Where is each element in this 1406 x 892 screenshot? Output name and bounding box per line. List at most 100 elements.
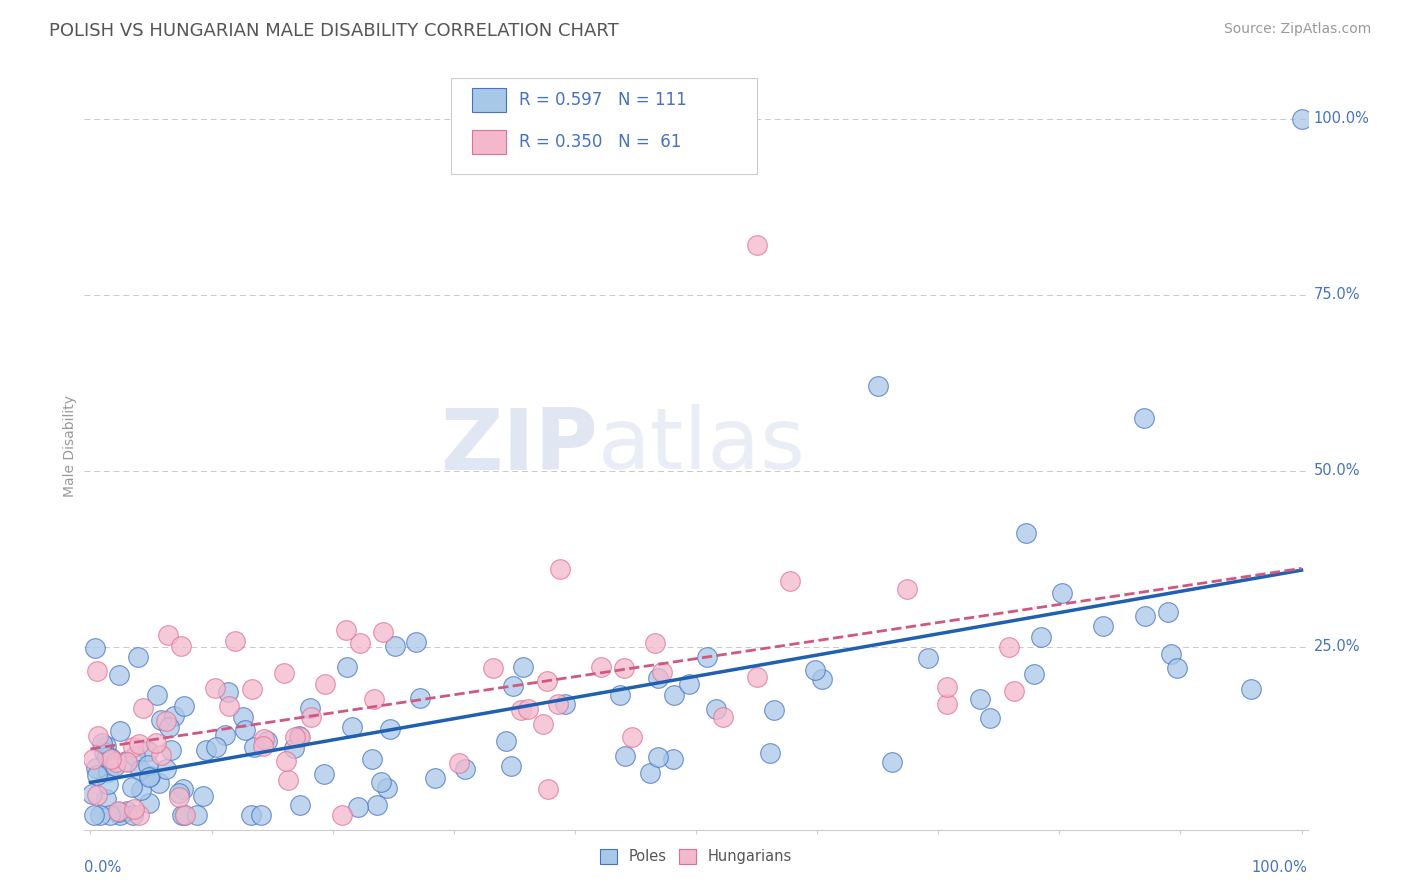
- Point: [447, 756, 470, 770]
- Point: [759, 747, 782, 761]
- Point: [138, 797, 160, 811]
- Point: [108, 808, 131, 822]
- Point: [1092, 619, 1115, 633]
- Point: [342, 721, 364, 735]
- Point: [482, 661, 505, 675]
- Point: [290, 731, 312, 745]
- Point: [172, 782, 194, 797]
- Point: [160, 743, 183, 757]
- Point: [150, 713, 173, 727]
- Point: [1157, 605, 1180, 619]
- Point: [277, 773, 299, 788]
- Point: [249, 808, 271, 822]
- Point: [131, 701, 153, 715]
- Text: 100.0%: 100.0%: [1313, 112, 1369, 127]
- Point: [647, 671, 669, 685]
- Point: [145, 736, 167, 750]
- Point: [502, 679, 524, 693]
- Point: [117, 755, 139, 769]
- Point: [122, 739, 145, 754]
- Point: [115, 804, 138, 818]
- Point: [1022, 666, 1045, 681]
- Point: [548, 561, 571, 575]
- Point: [167, 790, 190, 805]
- Text: R = 0.597   N = 111: R = 0.597 N = 111: [519, 91, 686, 109]
- Point: [172, 808, 194, 822]
- Point: [283, 741, 305, 756]
- Point: [745, 238, 768, 252]
- Point: [804, 663, 827, 677]
- Point: [591, 659, 613, 673]
- Point: [128, 737, 150, 751]
- Legend: Poles, Hungarians: Poles, Hungarians: [600, 849, 792, 864]
- Point: [273, 666, 295, 681]
- Point: [547, 697, 569, 711]
- Point: [375, 780, 398, 795]
- Point: [96, 750, 118, 764]
- Point: [704, 702, 727, 716]
- Point: [145, 689, 167, 703]
- Point: [1166, 660, 1188, 674]
- Point: [129, 782, 152, 797]
- Point: [157, 628, 180, 642]
- Text: 25.0%: 25.0%: [1313, 639, 1360, 654]
- Point: [169, 639, 191, 653]
- Point: [1052, 586, 1074, 600]
- Point: [360, 752, 382, 766]
- Point: [531, 717, 554, 731]
- Point: [167, 786, 190, 800]
- Point: [510, 703, 533, 717]
- Text: Source: ZipAtlas.com: Source: ZipAtlas.com: [1223, 22, 1371, 37]
- Point: [232, 710, 254, 724]
- Text: 50.0%: 50.0%: [1313, 463, 1360, 478]
- Point: [127, 650, 149, 665]
- Text: 0.0%: 0.0%: [84, 860, 121, 875]
- Point: [1133, 410, 1156, 425]
- Point: [1160, 647, 1182, 661]
- Point: [89, 808, 111, 822]
- Point: [370, 774, 392, 789]
- Point: [84, 762, 107, 776]
- Point: [205, 740, 228, 755]
- Point: [93, 745, 115, 759]
- Y-axis label: Male Disability: Male Disability: [63, 395, 77, 497]
- Point: [284, 730, 307, 744]
- Point: [936, 680, 959, 694]
- Point: [536, 673, 558, 688]
- Point: [299, 710, 322, 724]
- Point: [1002, 684, 1025, 698]
- Point: [866, 379, 889, 393]
- Point: [129, 763, 152, 777]
- Point: [240, 681, 263, 696]
- Point: [138, 744, 160, 758]
- Point: [647, 749, 669, 764]
- Point: [621, 730, 644, 744]
- Point: [124, 749, 146, 764]
- Point: [82, 787, 104, 801]
- Point: [330, 808, 353, 822]
- Point: [91, 736, 114, 750]
- Point: [97, 777, 120, 791]
- Point: [288, 797, 311, 812]
- Point: [512, 660, 534, 674]
- Point: [516, 702, 538, 716]
- Point: [204, 681, 226, 696]
- Point: [214, 728, 236, 742]
- Point: [1135, 608, 1157, 623]
- Point: [97, 764, 120, 779]
- Point: [454, 762, 477, 776]
- Point: [194, 743, 217, 757]
- Point: [256, 734, 278, 748]
- Point: [613, 661, 636, 675]
- Point: [335, 623, 357, 637]
- Point: [138, 770, 160, 784]
- Point: [157, 720, 180, 734]
- Point: [122, 808, 145, 822]
- Point: [363, 691, 385, 706]
- Point: [347, 800, 370, 814]
- Point: [86, 788, 108, 802]
- Point: [100, 751, 122, 765]
- Point: [138, 769, 160, 783]
- Point: [711, 710, 734, 724]
- Point: [83, 808, 105, 822]
